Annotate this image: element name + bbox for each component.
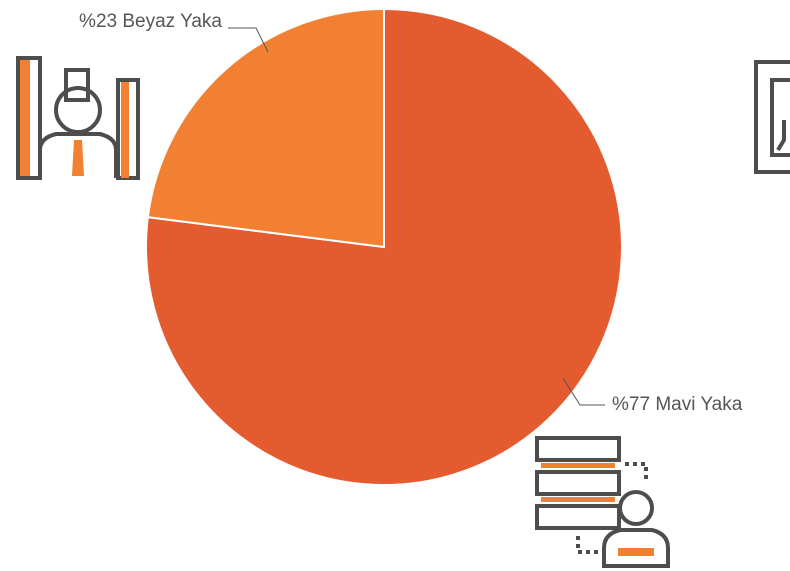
icon-white-collar (16, 56, 140, 180)
leader-line (562, 377, 605, 406)
category-label: Mavi Yaka (655, 394, 742, 415)
slice-label: %77 Mavi Yaka (612, 394, 743, 415)
icon-blue-collar (535, 436, 670, 568)
icon-clipboard (754, 60, 790, 174)
pie-slice (146, 7, 385, 249)
value-label: %23 (79, 11, 117, 32)
slice-label: %23 Beyaz Yaka (79, 11, 222, 32)
value-label: %77 (612, 394, 650, 415)
pie (145, 7, 623, 486)
category-label: Beyaz Yaka (122, 11, 222, 32)
leader-line (228, 27, 269, 53)
